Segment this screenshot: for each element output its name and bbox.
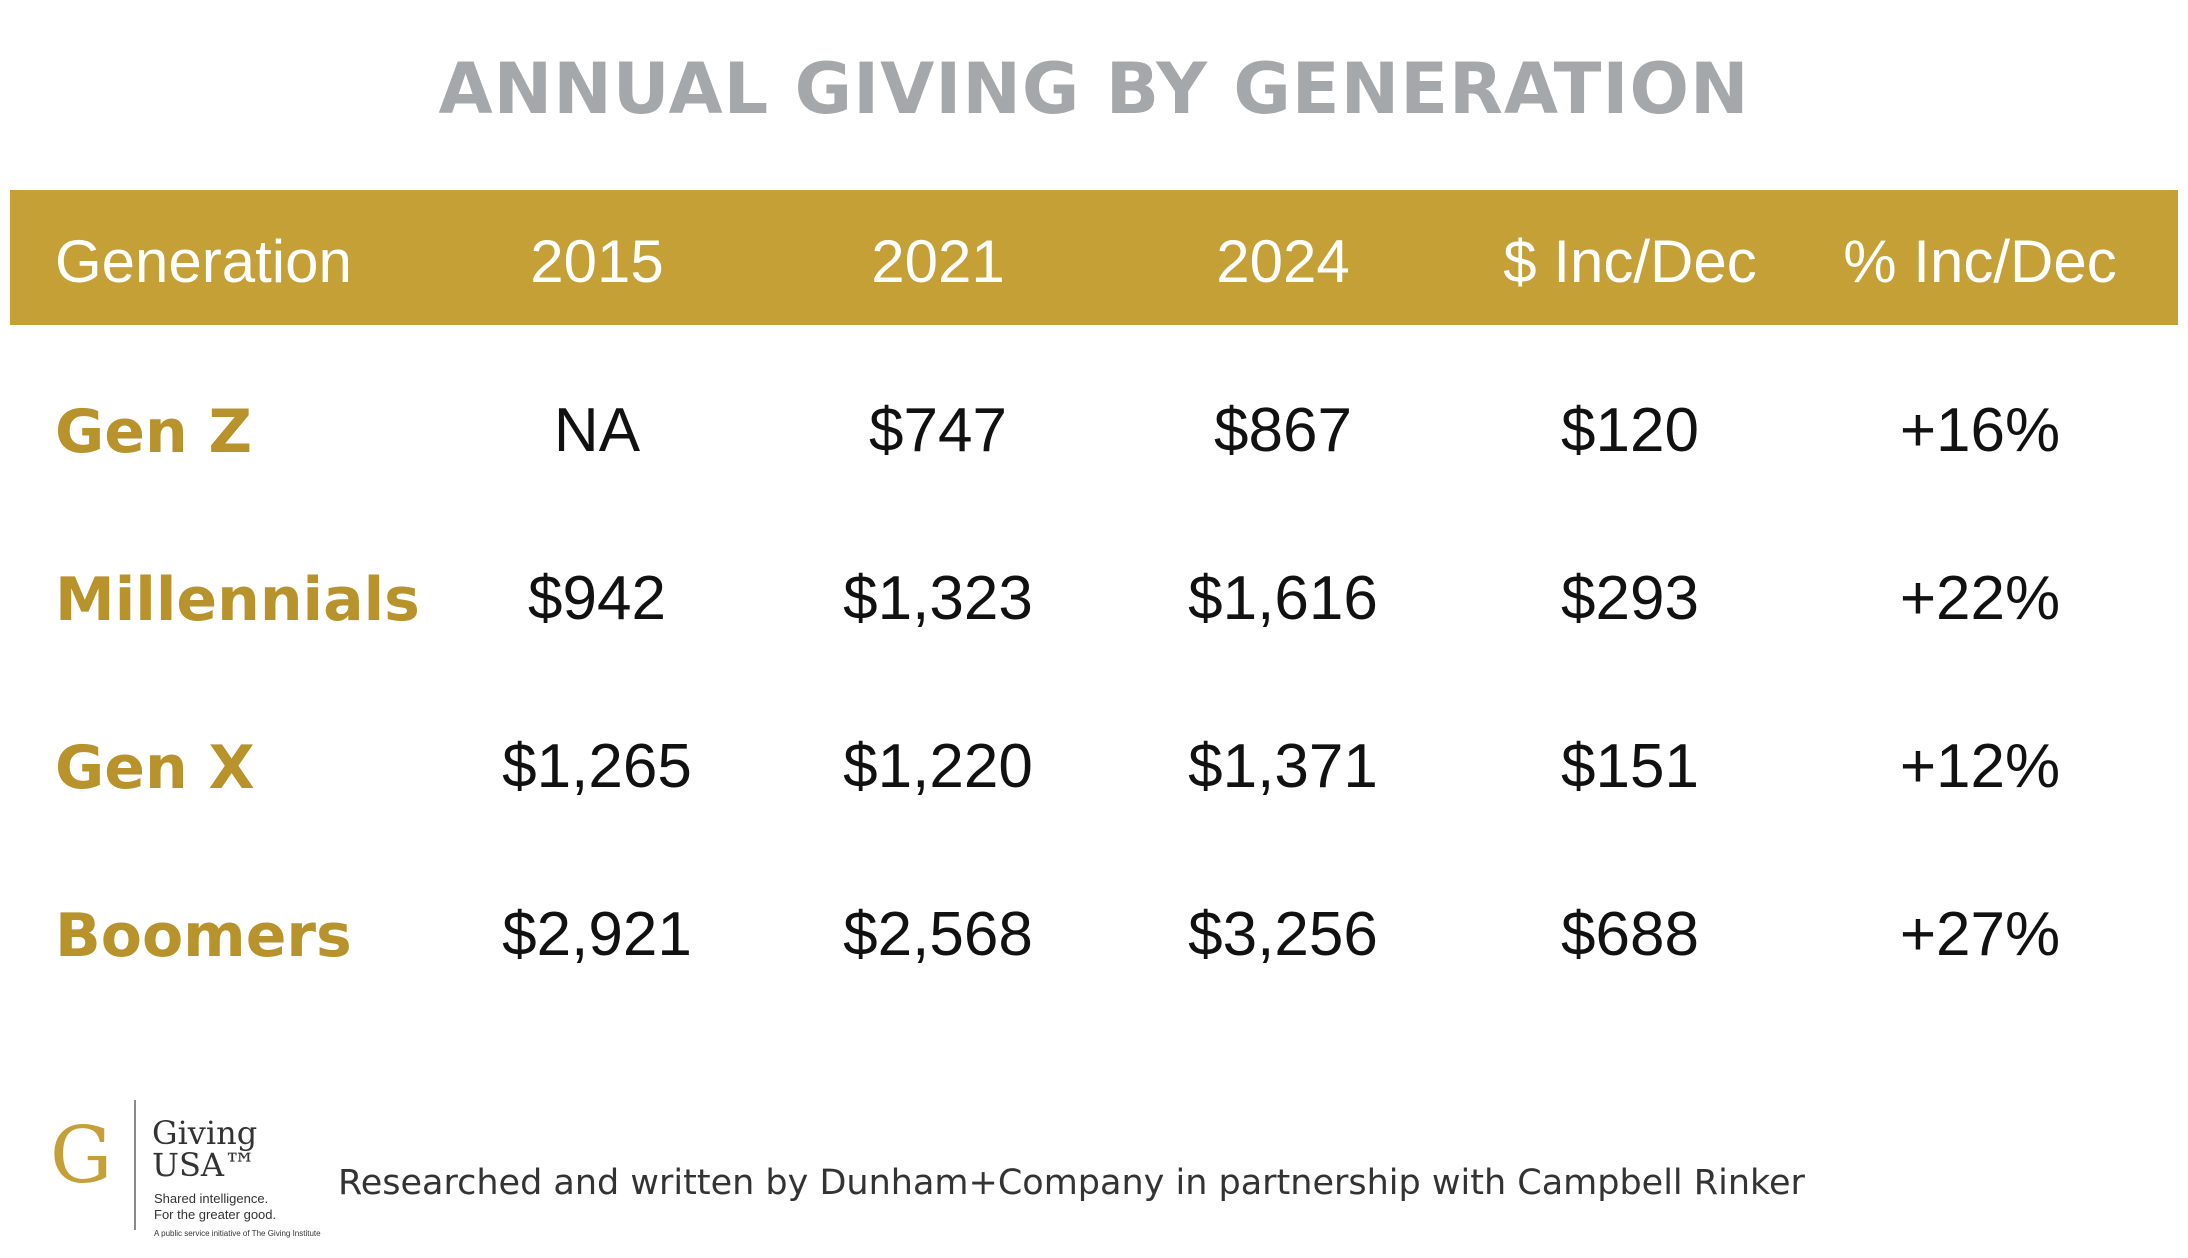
cell-gen-z-2024: $867 <box>1214 396 1352 465</box>
row-label-millennials: Millennials <box>55 565 420 635</box>
cell-gen-x-dollar-change: $151 <box>1561 732 1699 801</box>
cell-gen-z-2021: $747 <box>869 396 1007 465</box>
row-label-gen-x: Gen X <box>55 733 255 803</box>
logo-name-line2: USA™ <box>152 1146 256 1184</box>
cell-gen-z-dollar-change: $120 <box>1561 396 1699 465</box>
cell-millennials-dollar-change: $293 <box>1561 564 1699 633</box>
cell-boomers-dollar-change: $688 <box>1561 900 1699 969</box>
logo-name: Giving USA™ <box>152 1117 257 1181</box>
logo-tagline-line1: Shared intelligence. <box>154 1191 269 1206</box>
cell-gen-z-percent-change: +16% <box>1899 396 2061 465</box>
cell-millennials-2021: $1,323 <box>843 564 1033 633</box>
credit-line: Researched and written by Dunham+Company… <box>338 1163 1805 1203</box>
cell-boomers-2021: $2,568 <box>843 900 1033 969</box>
logo-mark: G <box>50 1111 113 1201</box>
logo-tagline-line2: For the greater good. <box>154 1207 277 1223</box>
cell-millennials-2015: $942 <box>528 564 666 633</box>
logo-initiative: A public service initiative of The Givin… <box>154 1229 321 1238</box>
column-header-dollar-change: $ Inc/Dec <box>1503 228 1757 295</box>
cell-gen-x-percent-change: +12% <box>1899 732 2061 801</box>
row-label-gen-z: Gen Z <box>55 397 253 467</box>
column-header-percent-change: % Inc/Dec <box>1843 228 2117 295</box>
cell-gen-z-2015: NA <box>553 396 641 465</box>
logo-name-line1: Giving <box>152 1114 258 1152</box>
cell-gen-x-2015: $1,265 <box>502 732 692 801</box>
chart-title: ANNUAL GIVING BY GENERATION <box>438 48 1750 130</box>
row-label-boomers: Boomers <box>55 901 352 971</box>
cell-boomers-2015: $2,921 <box>502 900 692 969</box>
giving-usa-logo: G Giving USA™ Shared intelligence. For t… <box>50 1095 340 1245</box>
table-header-band <box>10 190 2178 325</box>
cell-gen-x-2021: $1,220 <box>843 732 1033 801</box>
column-header-2024: 2024 <box>1216 228 1350 295</box>
column-header-2015: 2015 <box>530 228 664 295</box>
logo-tagline: Shared intelligence. For the greater goo… <box>154 1191 276 1224</box>
cell-boomers-percent-change: +27% <box>1899 900 2061 969</box>
cell-millennials-2024: $1,616 <box>1188 564 1378 633</box>
column-header-generation: Generation <box>55 228 352 295</box>
column-header-2021: 2021 <box>871 228 1005 295</box>
cell-millennials-percent-change: +22% <box>1899 564 2061 633</box>
cell-gen-x-2024: $1,371 <box>1188 732 1378 801</box>
logo-divider <box>134 1100 136 1230</box>
cell-boomers-2024: $3,256 <box>1188 900 1378 969</box>
